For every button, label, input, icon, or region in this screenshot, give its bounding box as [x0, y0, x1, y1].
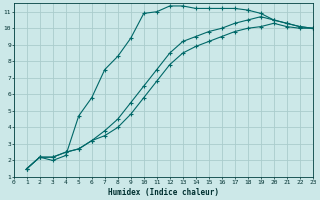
X-axis label: Humidex (Indice chaleur): Humidex (Indice chaleur)	[108, 188, 219, 197]
